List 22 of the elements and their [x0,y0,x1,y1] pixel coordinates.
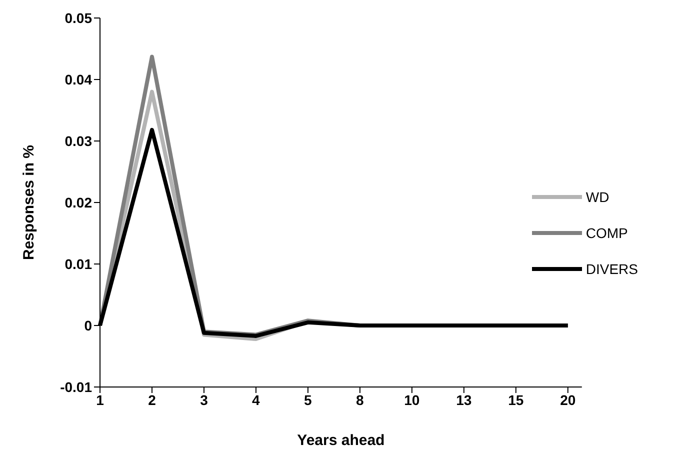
legend-label: DIVERS [586,260,638,276]
x-tick-label: 2 [148,392,156,408]
y-tick-label: 0.04 [64,71,92,88]
y-tick-label: -0.01 [60,378,92,395]
x-tick-label: 4 [252,392,260,408]
x-tick-label: 8 [356,392,364,408]
x-tick-label: 13 [456,392,472,408]
x-tick-label: 10 [404,392,420,408]
legend-label: WD [586,188,610,204]
x-tick-label: 5 [304,392,312,408]
x-tick-label: 3 [200,392,208,408]
x-tick-label: 1 [96,392,104,408]
y-tick-label: 0.02 [64,194,92,210]
y-tick-label: 0.03 [64,132,92,149]
y-tick-label: 0 [84,317,92,334]
legend-label: COMP [586,224,628,240]
y-axis-title: Responses in % [20,144,38,260]
x-tick-label: 15 [508,392,524,408]
x-axis-title: Years ahead [297,432,385,449]
y-tick-label: 0.05 [64,10,92,26]
x-tick-label: 20 [560,392,576,408]
y-tick-label: 0.01 [64,256,92,272]
